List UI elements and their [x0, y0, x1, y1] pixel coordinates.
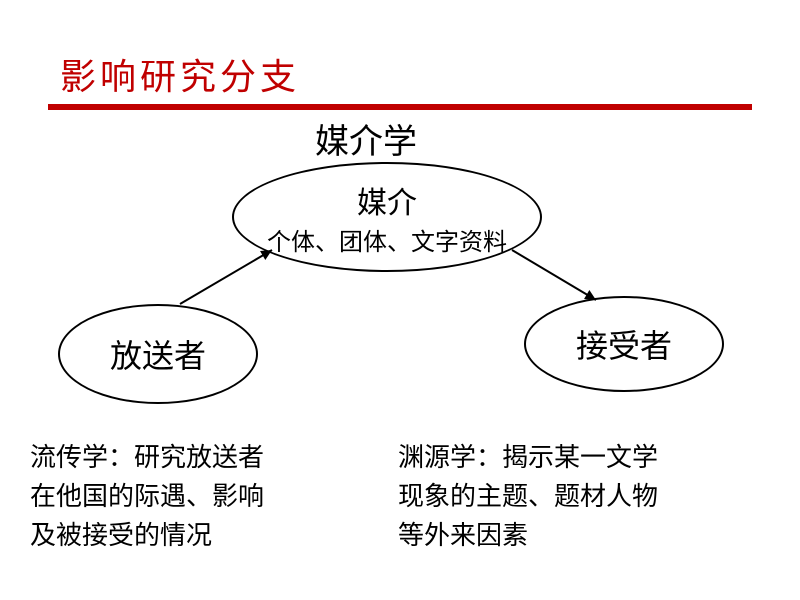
text-line: 在他国的际遇、影响: [30, 477, 264, 516]
paragraph-right: 渊源学：揭示某一文学现象的主题、题材人物等外来因素: [398, 438, 658, 555]
text-line: 渊源学：揭示某一文学: [398, 438, 658, 477]
arrow-media-to-receiver: [500, 238, 608, 312]
node-media-title: 媒介: [357, 178, 417, 222]
node-receiver-title: 接受者: [576, 321, 672, 367]
text-line: 流传学：研究放送者: [30, 438, 264, 477]
text-line: 及被接受的情况: [30, 516, 264, 555]
slide-title: 影响研究分支: [60, 48, 300, 100]
text-line: 现象的主题、题材人物: [398, 477, 658, 516]
node-sender-title: 放送者: [110, 331, 206, 377]
node-media-subtitle: 个体、团体、文字资料: [267, 222, 507, 257]
paragraph-left: 流传学：研究放送者在他国的际遇、影响及被接受的情况: [30, 438, 264, 555]
text-line: 等外来因素: [398, 516, 658, 555]
title-underline: [48, 104, 752, 110]
arrow-sender-to-media: [168, 238, 284, 316]
node-sender: 放送者: [58, 304, 258, 404]
diagram-top-label: 媒介学: [315, 114, 417, 163]
